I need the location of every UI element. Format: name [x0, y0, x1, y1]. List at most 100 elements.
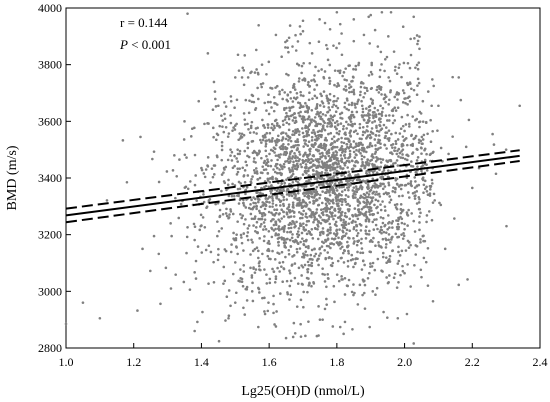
data-point — [262, 239, 266, 243]
data-point — [457, 283, 461, 287]
data-point — [361, 162, 364, 166]
data-point — [390, 151, 393, 154]
data-point — [297, 159, 300, 163]
data-point — [257, 249, 260, 253]
data-point — [362, 147, 366, 151]
data-point — [257, 97, 260, 101]
data-point — [291, 180, 295, 184]
data-point — [350, 167, 354, 171]
data-point — [245, 285, 249, 289]
data-point — [225, 207, 228, 211]
data-point — [243, 180, 247, 184]
data-point — [360, 137, 363, 141]
data-point — [263, 268, 266, 271]
data-point — [212, 164, 216, 167]
data-point — [395, 225, 399, 229]
data-point — [239, 268, 242, 271]
data-point — [256, 86, 259, 90]
data-point — [396, 149, 399, 153]
data-point — [360, 114, 364, 117]
data-point — [279, 204, 282, 207]
data-point — [326, 233, 330, 236]
data-point — [291, 209, 294, 213]
data-point — [306, 117, 310, 121]
data-point — [315, 83, 319, 87]
data-point — [254, 268, 258, 271]
data-point — [385, 55, 389, 59]
data-point — [282, 215, 286, 218]
data-point — [242, 270, 246, 273]
data-point — [268, 242, 271, 246]
data-point — [335, 145, 339, 149]
data-point — [409, 53, 413, 57]
data-point — [247, 224, 251, 227]
data-point — [411, 165, 415, 168]
data-point — [296, 138, 299, 141]
data-point — [205, 205, 209, 208]
data-point — [264, 227, 268, 231]
data-point — [310, 264, 314, 268]
data-point — [312, 154, 316, 158]
data-point — [298, 216, 302, 220]
data-point — [209, 181, 212, 184]
data-point — [287, 117, 291, 121]
data-point — [296, 164, 299, 168]
data-point — [382, 123, 386, 127]
data-point — [324, 156, 327, 160]
data-point — [418, 228, 421, 232]
data-point — [317, 305, 320, 308]
data-point — [249, 126, 253, 130]
data-point — [348, 140, 351, 144]
data-point — [346, 265, 350, 268]
data-point — [417, 141, 421, 144]
data-point — [287, 142, 290, 146]
data-point — [355, 148, 358, 152]
data-point — [285, 279, 289, 283]
data-point — [301, 78, 304, 82]
data-point — [314, 176, 317, 180]
data-point — [397, 245, 400, 249]
data-point — [389, 158, 392, 162]
data-point — [227, 216, 231, 219]
data-point — [284, 153, 288, 157]
data-point — [301, 19, 305, 23]
data-point — [387, 181, 390, 185]
data-point — [354, 196, 357, 199]
data-point — [336, 194, 340, 198]
data-point — [340, 136, 343, 140]
data-point — [350, 90, 354, 94]
data-point — [383, 164, 387, 167]
data-point — [396, 106, 400, 110]
data-point — [315, 124, 319, 128]
data-point — [422, 191, 425, 195]
data-point — [319, 92, 322, 96]
data-point — [214, 105, 218, 108]
data-point — [384, 134, 387, 138]
data-point — [421, 138, 425, 141]
data-point — [265, 200, 269, 204]
data-point — [306, 270, 310, 274]
data-point — [358, 283, 362, 287]
data-point — [429, 118, 432, 122]
data-point — [407, 246, 411, 249]
data-point — [322, 241, 325, 245]
data-point — [415, 93, 419, 96]
data-point — [413, 186, 417, 189]
data-point — [237, 138, 240, 142]
data-point — [369, 262, 372, 265]
data-point — [152, 234, 156, 238]
data-point — [309, 177, 313, 181]
data-point — [253, 271, 257, 274]
data-point — [282, 142, 285, 146]
data-point — [331, 115, 335, 119]
data-point — [233, 76, 237, 79]
data-point — [370, 144, 374, 148]
data-point — [345, 78, 348, 82]
data-point — [331, 214, 334, 218]
data-point — [302, 239, 306, 243]
data-point — [317, 69, 320, 73]
data-point — [174, 196, 177, 200]
data-point — [272, 223, 276, 227]
data-point — [391, 249, 395, 252]
data-point — [401, 264, 404, 268]
